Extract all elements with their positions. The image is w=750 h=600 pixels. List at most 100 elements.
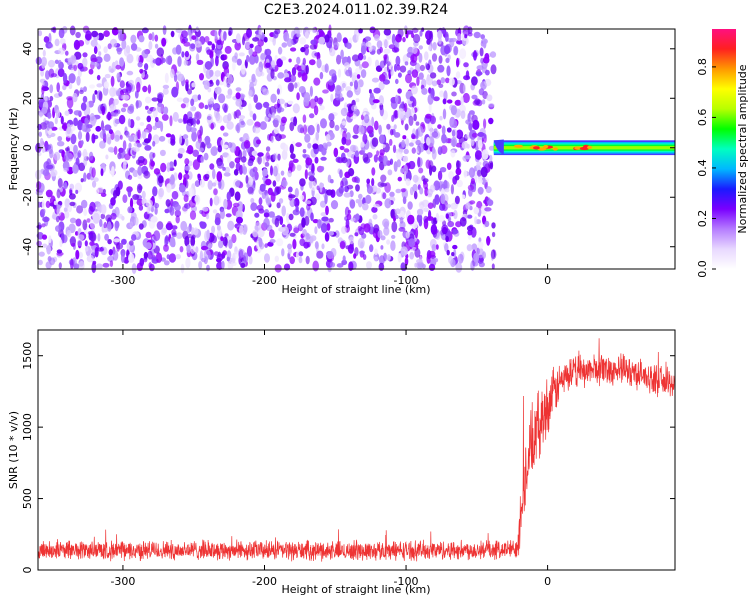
noise-blob xyxy=(188,199,196,208)
noise-blob xyxy=(235,33,241,44)
noise-blob xyxy=(395,188,402,194)
noise-blob xyxy=(175,254,181,260)
noise-blob xyxy=(391,47,400,53)
noise-blob xyxy=(463,75,471,81)
noise-blob xyxy=(166,162,171,173)
noise-blob xyxy=(104,124,112,131)
noise-blob xyxy=(434,258,439,263)
noise-blob xyxy=(336,54,342,65)
noise-blob xyxy=(465,202,471,210)
noise-blob xyxy=(41,199,45,210)
x-tick-label: -200 xyxy=(252,274,277,287)
noise-blob xyxy=(338,186,344,194)
noise-blob xyxy=(114,220,119,232)
x-tick-label: -300 xyxy=(110,575,135,588)
noise-blob xyxy=(429,115,436,125)
noise-blob xyxy=(395,214,399,220)
noise-blob xyxy=(336,32,342,43)
noise-blob xyxy=(293,227,300,234)
noise-blob xyxy=(337,68,342,78)
snr-x-axis-label: Height of straight line (km) xyxy=(281,583,430,596)
noise-blob xyxy=(452,229,459,235)
noise-blob xyxy=(425,159,431,169)
noise-blob xyxy=(95,188,100,195)
noise-blob xyxy=(314,95,319,103)
noise-blob xyxy=(437,30,443,40)
noise-blob xyxy=(223,106,228,112)
noise-blob xyxy=(481,149,489,160)
noise-blob xyxy=(58,91,63,97)
noise-blob xyxy=(378,156,384,162)
noise-blob xyxy=(318,36,326,45)
noise-blob xyxy=(446,162,452,170)
noise-blob xyxy=(117,29,124,34)
snr-frame xyxy=(37,329,676,571)
noise-blob xyxy=(246,28,252,38)
noise-blob xyxy=(163,260,170,266)
noise-blob xyxy=(126,70,134,76)
noise-blob xyxy=(324,34,330,43)
noise-blob xyxy=(337,157,344,164)
noise-blob xyxy=(122,103,129,108)
noise-blob xyxy=(215,55,219,67)
noise-blob xyxy=(491,231,496,238)
noise-blob xyxy=(482,160,489,169)
noise-blob xyxy=(411,139,417,144)
noise-blob xyxy=(214,108,220,119)
noise-blob xyxy=(49,95,54,102)
noise-blob xyxy=(413,33,421,44)
noise-blob xyxy=(181,30,188,38)
noise-blob xyxy=(284,144,289,153)
noise-blob xyxy=(164,72,169,84)
noise-blob xyxy=(262,88,270,96)
noise-blob xyxy=(404,257,409,266)
noise-blob xyxy=(277,98,285,105)
snr-y-axis-label: SNR (10 * v/v) xyxy=(7,411,20,489)
noise-blob xyxy=(390,240,396,251)
noise-blob xyxy=(456,179,463,188)
noise-blob xyxy=(194,111,202,120)
noise-blob xyxy=(397,28,404,38)
noise-blob xyxy=(240,156,247,163)
noise-blob xyxy=(450,37,458,42)
noise-blob xyxy=(426,38,431,45)
noise-blob xyxy=(145,96,152,104)
noise-blob xyxy=(163,106,169,115)
noise-blob xyxy=(129,197,134,209)
noise-blob xyxy=(362,55,367,60)
noise-blob xyxy=(248,255,253,265)
noise-blob xyxy=(435,212,439,222)
noise-blob xyxy=(252,37,260,42)
y-tick-label: 40 xyxy=(21,42,34,56)
noise-blob xyxy=(120,107,127,113)
noise-blob xyxy=(478,237,482,243)
noise-blob xyxy=(185,257,191,269)
noise-blob xyxy=(39,137,44,149)
noise-blob xyxy=(287,243,293,250)
noise-blob xyxy=(454,195,460,205)
noise-blob xyxy=(447,221,455,228)
noise-blob xyxy=(417,142,425,153)
noise-blob xyxy=(341,136,347,145)
noise-blob xyxy=(341,120,347,126)
noise-blob xyxy=(298,251,304,257)
noise-blob xyxy=(328,231,335,236)
noise-blob xyxy=(410,85,418,95)
noise-blob xyxy=(47,121,54,129)
noise-blob xyxy=(50,169,58,177)
noise-blob xyxy=(242,163,246,174)
noise-blob xyxy=(134,216,139,226)
noise-blob xyxy=(77,240,83,247)
noise-blob xyxy=(155,252,163,263)
noise-blob xyxy=(116,47,122,55)
noise-blob xyxy=(299,194,305,201)
noise-blob xyxy=(211,43,216,51)
noise-blob xyxy=(99,218,103,228)
noise-blob xyxy=(401,139,406,148)
noise-blob xyxy=(204,104,209,110)
noise-blob xyxy=(453,209,458,220)
noise-blob xyxy=(490,64,497,75)
noise-blob xyxy=(467,229,473,236)
noise-blob xyxy=(104,73,111,79)
noise-blob xyxy=(122,194,128,204)
